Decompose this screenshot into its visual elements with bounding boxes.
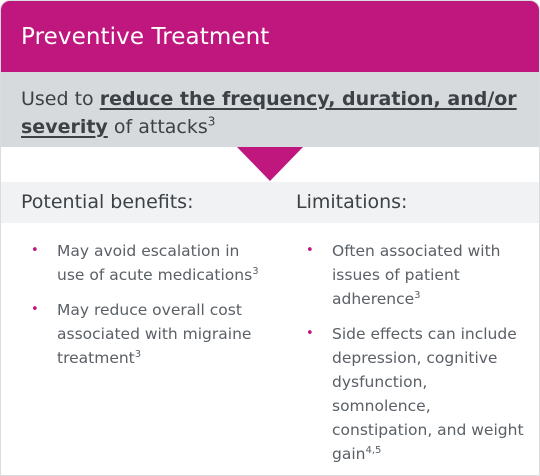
bullet-icon: • — [306, 326, 314, 341]
list-item: • May reduce overall cost associated with… — [31, 298, 266, 370]
limitations-list: • Often associated with issues of patient… — [306, 239, 528, 466]
summary-prefix: Used to — [21, 88, 100, 110]
card-header: Preventive Treatment — [1, 1, 539, 72]
list-item: • Often associated with issues of patient… — [306, 239, 528, 311]
card-title: Preventive Treatment — [21, 23, 270, 50]
list-item: • Side effects can include depression, co… — [306, 322, 528, 466]
bullet-icon: • — [31, 302, 39, 317]
summary-suffix: of attacks — [107, 116, 208, 138]
bullet-icon: • — [31, 243, 39, 258]
list-item-ref: 4,5 — [365, 444, 382, 456]
limitations-heading: Limitations: — [296, 191, 408, 213]
limitations-column: • Often associated with issues of patient… — [276, 239, 538, 475]
list-item-ref: 3 — [414, 289, 421, 301]
list-item-text: Often associated with issues of patient … — [332, 242, 501, 308]
list-item-text: May reduce overall cost associated with … — [57, 301, 252, 367]
bullet-icon: • — [306, 243, 314, 258]
benefits-column: • May avoid escalation in use of acute me… — [1, 239, 276, 475]
benefits-heading: Potential benefits: — [21, 191, 194, 213]
benefits-list: • May avoid escalation in use of acute me… — [31, 239, 266, 370]
list-item-text: Side effects can include depression, cog… — [332, 325, 524, 463]
columns-body: • May avoid escalation in use of acute me… — [1, 223, 539, 475]
down-arrow-icon — [237, 147, 303, 181]
list-item-ref: 3 — [252, 265, 259, 277]
list-item-ref: 3 — [134, 348, 142, 360]
summary-emphasis-2: severity — [21, 116, 108, 138]
summary-ref: 3 — [207, 114, 216, 129]
summary-emphasis-1: reduce the frequency, duration, and/or — [99, 88, 517, 110]
summary-band: Used to reduce the frequency, duration, … — [1, 72, 539, 147]
columns-header: Potential benefits: Limitations: — [1, 182, 539, 223]
list-item-text: May avoid escalation in use of acute med… — [57, 242, 253, 284]
list-item: • May avoid escalation in use of acute me… — [31, 239, 266, 287]
